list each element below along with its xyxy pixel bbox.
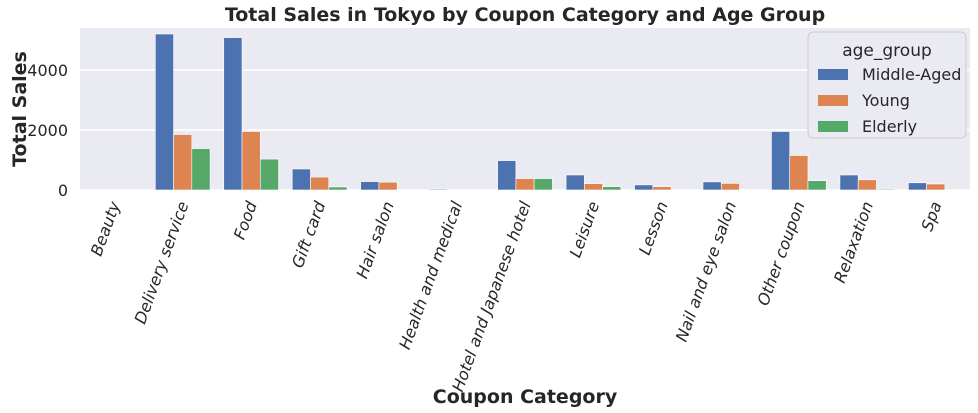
bar xyxy=(378,181,398,191)
bar xyxy=(634,184,654,191)
bar xyxy=(739,189,759,191)
y-tick-label: 0 xyxy=(58,181,68,200)
x-tick-label: Other coupon xyxy=(753,199,808,308)
bar xyxy=(155,33,174,191)
bar xyxy=(173,134,193,191)
x-tick-label: Hair salon xyxy=(352,199,397,281)
x-tick-label: Lesson xyxy=(635,199,672,258)
bar xyxy=(360,181,380,191)
bar xyxy=(565,174,585,191)
legend-swatch xyxy=(818,95,848,106)
legend-title: age_group xyxy=(842,41,932,61)
chart-title: Total Sales in Tokyo by Coupon Category … xyxy=(225,4,825,26)
bar xyxy=(515,178,535,191)
bar xyxy=(223,37,243,191)
bar xyxy=(839,174,859,191)
bar xyxy=(876,188,895,191)
bar xyxy=(652,186,672,191)
x-tick-label: Leisure xyxy=(565,199,603,260)
x-tick-label: Beauty xyxy=(87,198,124,258)
bar xyxy=(720,183,740,191)
bar xyxy=(926,183,946,191)
legend-swatch xyxy=(818,121,848,132)
bar xyxy=(807,180,827,191)
bar xyxy=(241,131,261,191)
bar xyxy=(328,186,348,191)
legend-box xyxy=(807,31,967,139)
bar xyxy=(291,168,311,191)
x-tick-label: Nail and eye salon xyxy=(672,199,740,344)
bar xyxy=(428,188,448,191)
bar xyxy=(310,176,330,191)
bar xyxy=(533,178,553,191)
bar xyxy=(497,160,517,191)
x-tick-label: Delivery service xyxy=(131,199,193,327)
x-tick-label: Gift card xyxy=(288,198,330,270)
x-tick-label: Relaxation xyxy=(830,199,877,286)
bars xyxy=(155,33,946,191)
x-tick-label: Food xyxy=(230,198,261,242)
y-tick-label: 4000 xyxy=(27,61,68,80)
x-tick-label: Hotel and Japanese hotel xyxy=(448,198,535,394)
bar xyxy=(857,179,877,191)
bar xyxy=(191,148,211,191)
legend-swatch xyxy=(818,69,848,80)
legend-label: Middle-Aged xyxy=(862,65,961,84)
bar xyxy=(259,158,279,191)
x-tick-labels: Beauty Delivery service Food Gift card Hair … xyxy=(87,198,946,394)
legend-label: Elderly xyxy=(862,117,917,136)
y-tick-label: 2000 xyxy=(27,121,68,140)
x-axis-label: Coupon Category xyxy=(433,386,618,408)
legend: age_group Middle-Aged Young Elderly xyxy=(807,31,967,139)
bar xyxy=(771,131,791,191)
bar xyxy=(702,181,722,191)
bar xyxy=(584,183,603,191)
x-tick-label: Spa xyxy=(917,199,945,234)
x-tick-label: Health and medical xyxy=(395,198,466,352)
bar xyxy=(396,189,416,191)
bar xyxy=(789,155,809,191)
bar xyxy=(602,186,622,191)
legend-label: Young xyxy=(861,91,910,110)
y-axis-label: Total Sales xyxy=(9,51,31,167)
bar xyxy=(908,182,927,191)
y-tick-labels: 0 2000 4000 xyxy=(27,61,68,200)
